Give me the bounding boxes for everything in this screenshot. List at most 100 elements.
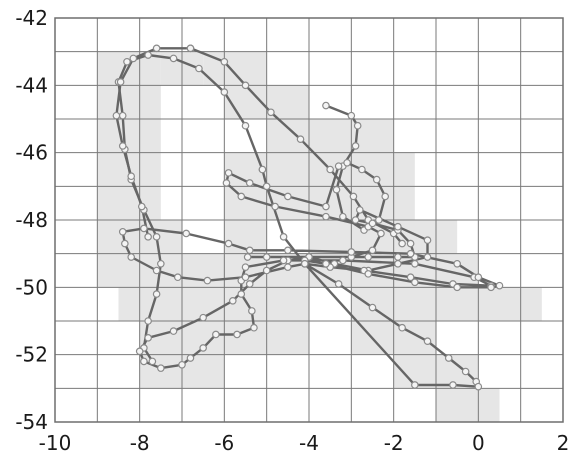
trajectory-point-27 [262, 253, 271, 261]
trajectory-point-81 [121, 239, 129, 248]
shaded-cell-50 [266, 287, 309, 321]
x-tick-label: 2 [557, 431, 570, 455]
shaded-cell-65 [436, 354, 479, 389]
trajectory-point-110 [300, 259, 309, 268]
left-loop-point-1 [241, 121, 250, 130]
upper-path-point-5 [118, 142, 127, 150]
trajectory-point-31 [394, 253, 402, 261]
shaded-cell-49 [224, 287, 267, 321]
shaded-cell-47 [139, 287, 182, 321]
left-loop-point-12 [152, 233, 161, 241]
trajectory-point-20 [271, 202, 279, 211]
shaded-cell-12 [309, 119, 352, 153]
grid [55, 18, 563, 422]
y-tick-label: -48 [15, 208, 48, 232]
x-tick-label: -8 [130, 431, 150, 455]
left-loop-line [117, 53, 264, 363]
trajectory-point-65 [279, 256, 288, 265]
trajectory-point-90 [453, 259, 461, 268]
shaded-cell-53 [436, 287, 479, 321]
trajectory-point-111 [279, 233, 288, 241]
shaded-cell-52 [393, 287, 436, 321]
shaded-cell-58 [224, 321, 267, 355]
left-loop-point-5 [144, 51, 152, 59]
trajectory-point-15 [284, 192, 292, 201]
upper-path-point-3 [116, 78, 125, 86]
trajectory-point-64 [241, 263, 250, 271]
trajectory-point-9 [381, 192, 390, 201]
y-tick-label: -52 [15, 343, 48, 367]
y-tick-label: -54 [15, 410, 48, 434]
left-loop-point-13 [157, 259, 165, 268]
trajectory-point-11 [358, 165, 366, 174]
upper-path-point-1 [152, 44, 161, 53]
series-group [112, 44, 504, 391]
trajectory-point-76 [241, 273, 250, 282]
left-loop-point-3 [195, 64, 203, 73]
left-loop-point-6 [123, 57, 131, 66]
trajectory-point-79 [152, 266, 161, 275]
trajectory-point-2 [353, 121, 362, 130]
trajectory-point-30 [364, 253, 373, 261]
trajectory-point-41 [394, 259, 402, 268]
trajectory-point-92 [495, 281, 504, 290]
y-tick-label: -44 [15, 73, 48, 97]
trajectory-point-80 [127, 253, 136, 261]
trajectory-point-23 [377, 229, 385, 238]
trajectory-point-40 [423, 253, 432, 261]
trajectory-point-67 [411, 259, 419, 268]
trajectory-point-19 [237, 192, 246, 201]
trajectory-point-78 [173, 273, 182, 282]
upper-path-point-13 [296, 135, 305, 144]
trajectory-point-13 [334, 162, 343, 170]
trajectory-point-112 [262, 182, 271, 191]
trajectory-point-71 [406, 273, 415, 282]
upper-path-point-2 [129, 54, 138, 63]
trajectory-point-94 [453, 283, 461, 292]
trajectory-point-12 [343, 158, 351, 167]
trajectory-point-103 [423, 337, 432, 346]
upper-path-point-7 [137, 202, 146, 211]
x-tick-label: 0 [472, 431, 485, 455]
trajectory-point-113 [258, 165, 267, 174]
trajectory-point-14 [322, 202, 330, 211]
trajectory-point-5 [332, 185, 341, 194]
trajectory-point-108 [449, 381, 457, 389]
trajectory-point-93 [487, 283, 495, 292]
trajectory-point-21 [322, 212, 330, 221]
trajectory-point-16 [245, 179, 254, 187]
trajectory-point-82 [118, 227, 127, 236]
trajectory-point-89 [406, 249, 415, 258]
shaded-cell-17 [266, 152, 309, 187]
left-loop-point-15 [144, 317, 152, 325]
trajectory-point-52 [135, 347, 144, 356]
trajectory-point-39 [423, 236, 432, 245]
trajectory-point-33 [406, 239, 415, 248]
trajectory-point-50 [169, 327, 178, 335]
trajectory-point-37 [355, 206, 364, 214]
plot-frame [54, 17, 564, 423]
trajectory-point-48 [229, 296, 237, 305]
upper-path-point-9 [186, 44, 195, 53]
left-loop-point-2 [220, 88, 229, 96]
trajectory-point-36 [351, 216, 360, 224]
trajectory-point-107 [474, 382, 483, 391]
trajectory-point-66 [339, 256, 347, 265]
trajectory-point-58 [212, 330, 220, 339]
trajectory-point-84 [182, 229, 191, 238]
trajectory-point-87 [284, 246, 292, 255]
trajectory-point-0 [322, 101, 330, 110]
x-tick-label: -2 [384, 431, 404, 455]
trajectory-point-97 [322, 259, 330, 268]
upper-path-point-4 [112, 111, 121, 120]
trajectory-point-17 [224, 169, 233, 177]
trajectory-point-59 [233, 330, 241, 339]
trajectory-point-56 [186, 354, 195, 362]
left-loop-point-8 [118, 111, 127, 120]
trajectory-point-1 [347, 111, 356, 120]
trajectory-point-60 [250, 323, 258, 332]
trajectory-point-35 [368, 219, 377, 228]
trajectory-point-46 [262, 266, 271, 275]
y-axis-ticks: -42 -44 -46 -48 -50 -52 -54 [15, 6, 48, 434]
trajectory-point-62 [237, 290, 246, 298]
